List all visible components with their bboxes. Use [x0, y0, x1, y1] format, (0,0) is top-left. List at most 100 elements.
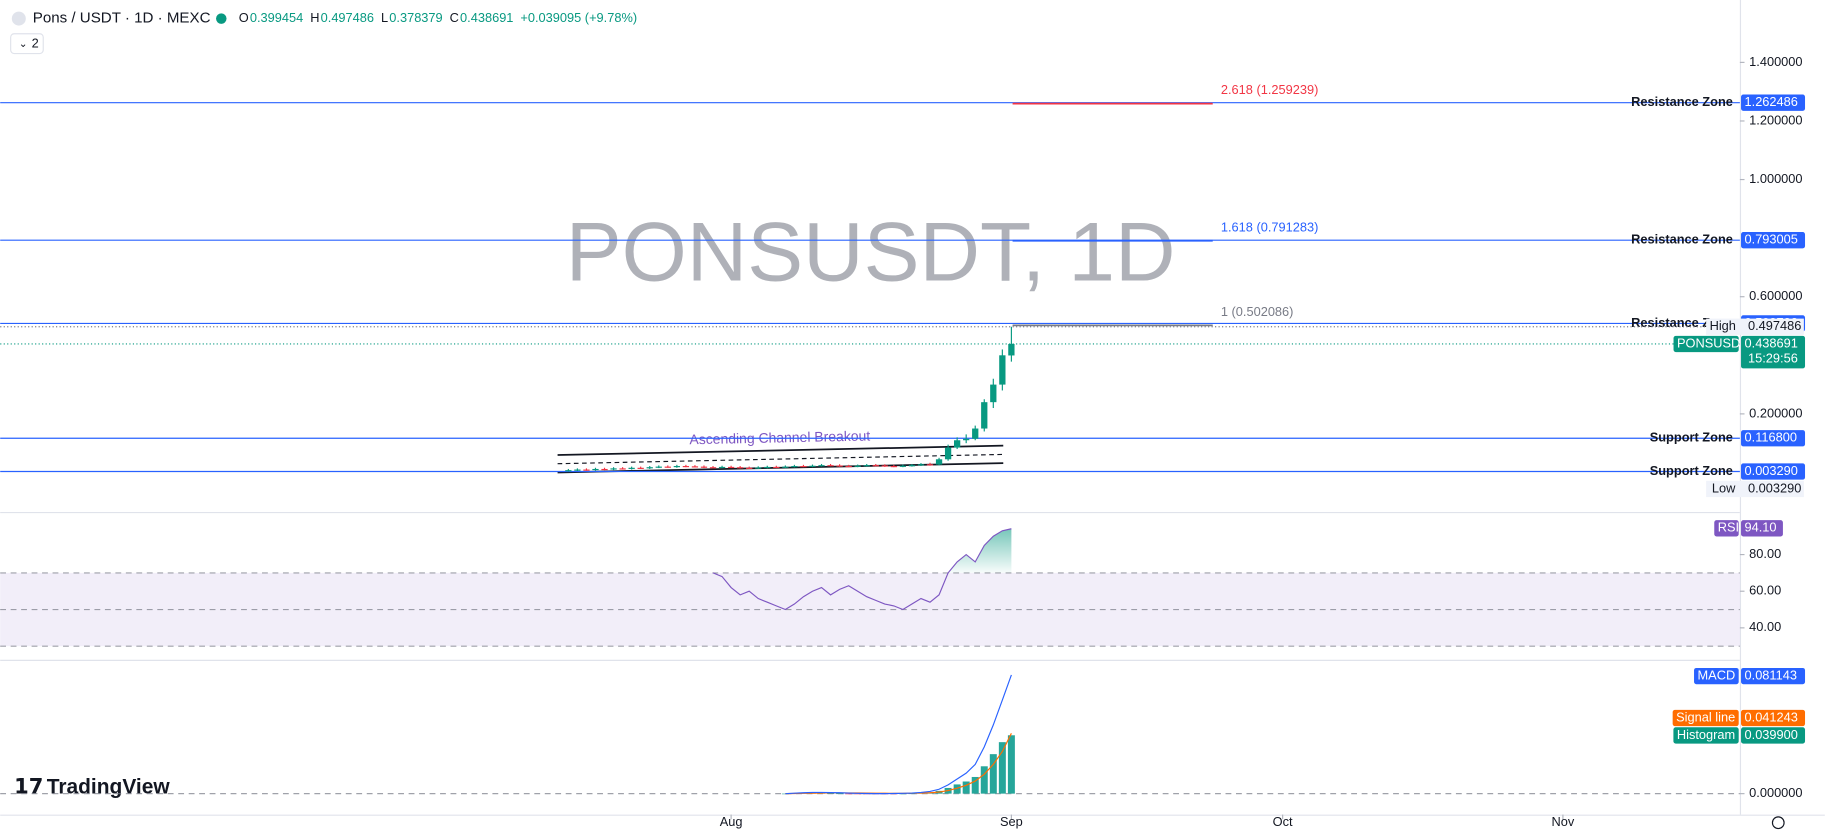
- candle-body: [691, 466, 699, 468]
- high-bg: [1706, 318, 1804, 335]
- legend-name: MACD: [1698, 667, 1736, 682]
- symbol-icon: [11, 11, 26, 26]
- candle-body: [972, 428, 979, 439]
- rsi-line: [712, 528, 1012, 611]
- low-bg: [1706, 480, 1804, 498]
- level-name: Support Zone: [1650, 463, 1733, 478]
- level-price-box: [1741, 232, 1806, 249]
- legend-name-box: [1694, 667, 1739, 685]
- rsi-name: RSI: [1718, 520, 1739, 535]
- candle-body: [926, 464, 934, 466]
- candle-body: [999, 355, 1006, 385]
- y-tick-label: 0.000000: [1749, 785, 1802, 800]
- legend-name: Signal line: [1676, 709, 1735, 724]
- histogram-bar: [908, 793, 916, 795]
- candle-body: [818, 465, 825, 467]
- candle-body: [574, 469, 581, 471]
- candle-body: [737, 467, 744, 469]
- candle-body: [917, 464, 925, 466]
- high-name: High: [1710, 318, 1736, 333]
- watermark: PONSUSDT, 1D: [566, 204, 1176, 298]
- legend-value: 0.039900: [1745, 727, 1798, 742]
- histogram-bar: [962, 781, 970, 794]
- last-price-box: [1741, 335, 1806, 369]
- fib-label: 2.618 (1.259239): [1221, 82, 1318, 97]
- ohlc-key: O: [239, 10, 249, 25]
- histogram-bar: [989, 754, 997, 794]
- x-tick-label: Aug: [720, 814, 743, 829]
- legend-value-box: [1741, 709, 1806, 727]
- candle-body: [881, 465, 888, 467]
- y-tick-label: 0.600000: [1749, 288, 1802, 303]
- indicator-count: 2: [32, 36, 39, 51]
- candle-body: [664, 466, 671, 468]
- histogram-bar: [998, 742, 1006, 794]
- histogram-bar: [980, 766, 988, 794]
- candle-body: [619, 468, 626, 470]
- candle-body: [827, 465, 834, 467]
- logo-text: TradingView: [47, 775, 171, 798]
- candle-body: [1008, 343, 1015, 356]
- candle-body: [854, 465, 861, 467]
- low-price: 0.003290: [1748, 480, 1801, 495]
- indicators-toggle[interactable]: [10, 33, 44, 55]
- candle-body: [565, 470, 572, 472]
- candle-body: [899, 465, 907, 467]
- channel-line: [557, 444, 1004, 456]
- x-tick-label: Sep: [1000, 814, 1023, 829]
- candle-body: [872, 465, 879, 467]
- rsi-value: 94.10: [1745, 520, 1777, 535]
- candle-body: [863, 465, 870, 467]
- candle-body: [637, 467, 644, 469]
- histogram-bar: [781, 793, 789, 795]
- histogram-bar: [854, 793, 862, 795]
- candle-body: [782, 466, 789, 468]
- histogram-bar: [836, 793, 844, 795]
- candle-body: [953, 440, 961, 448]
- last-price: 0.438691: [1745, 335, 1798, 350]
- level-price: 1.262486: [1745, 94, 1798, 109]
- level-name: Resistance Zone: [1631, 232, 1733, 247]
- symbol: Pons / USDT · 1D · MEXC: [33, 10, 211, 27]
- candle-body: [755, 467, 762, 469]
- channel-mid: [557, 453, 1004, 465]
- rsi-overbought-fill: [713, 528, 1012, 573]
- level-price-box: [1741, 463, 1806, 480]
- candle-body: [673, 466, 680, 468]
- fib-label: 1.618 (0.791283): [1221, 219, 1318, 234]
- rsi-name-box: [1714, 520, 1739, 537]
- ohlc-key: H: [310, 10, 319, 25]
- legend-name-box: [1673, 727, 1739, 744]
- settings-button[interactable]: [1771, 816, 1785, 830]
- candle-body: [601, 468, 608, 471]
- candle-body: [845, 466, 852, 468]
- legend-value: 0.081143: [1745, 667, 1797, 682]
- candle-body: [773, 466, 780, 469]
- low-name: Low: [1712, 480, 1736, 495]
- level-name: Support Zone: [1650, 430, 1733, 445]
- candle-body: [700, 466, 708, 468]
- ohlc-value: 0.438691: [460, 10, 513, 25]
- legend-value-box: [1741, 727, 1806, 744]
- candle-body: [809, 465, 816, 467]
- countdown: 15:29:56: [1748, 350, 1798, 365]
- candle-body: [944, 447, 952, 460]
- candle-body: [746, 467, 753, 469]
- ohlc-value: 0.399454: [250, 10, 303, 25]
- candle-body: [610, 468, 617, 470]
- candle-body: [836, 465, 843, 467]
- histogram-bar: [899, 793, 907, 795]
- y-tick-label: 0.200000: [1749, 405, 1802, 420]
- y-tick-label: 1.000000: [1749, 171, 1802, 186]
- candle-body: [682, 466, 690, 468]
- level-price: 0.793005: [1745, 232, 1798, 247]
- y-tick-label: 80.00: [1749, 546, 1781, 561]
- candle-body: [908, 465, 916, 467]
- level-price: 0.003290: [1745, 463, 1798, 478]
- histogram-bar: [971, 776, 979, 794]
- legend-name: Histogram: [1677, 727, 1735, 742]
- y-tick-label: 1.400000: [1749, 54, 1802, 69]
